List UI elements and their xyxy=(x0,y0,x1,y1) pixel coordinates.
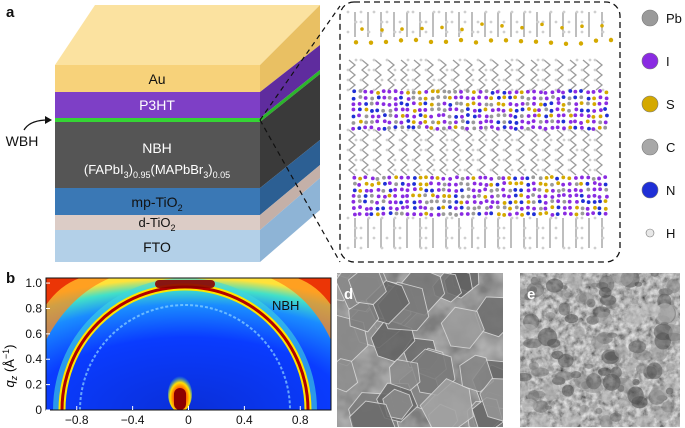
mptio2-front xyxy=(55,188,260,215)
nbh-label: NBH xyxy=(142,140,172,156)
giwaxs-plot: 0 0.2 0.4 0.6 0.8 1.0 −0.8 −0.4 0 0.4 0.8 NBH qz (… xyxy=(1,276,332,427)
y-tick-label: 0 xyxy=(35,403,42,417)
wbh-label: WBH xyxy=(6,133,39,149)
legend-label-c: C xyxy=(666,140,675,155)
x-tick-label: 0 xyxy=(185,413,192,427)
legend-label-s: S xyxy=(666,97,675,112)
wbh-front xyxy=(55,118,260,122)
legend-label-h: H xyxy=(666,226,675,241)
y-tick-label: 0.4 xyxy=(25,352,42,366)
device-stack-diagram: Au P3HT NBH (FAPbI3)0.95(MAPbBr3)0.05 mp… xyxy=(6,1,682,263)
y-tick-label: 0.6 xyxy=(25,327,42,341)
legend-swatch-n xyxy=(641,181,659,199)
wbh-side-face xyxy=(260,70,320,122)
nbh-front xyxy=(55,122,260,188)
au-front xyxy=(55,65,260,92)
mptio2-side-face xyxy=(260,140,320,215)
dtio2-side-face xyxy=(260,165,320,230)
crystal-structure-drawing xyxy=(346,10,614,250)
p3ht-side-face xyxy=(260,45,320,118)
x-tick-label: −0.8 xyxy=(65,413,89,427)
x-tick-label: −0.4 xyxy=(121,413,145,427)
legend-label-i: I xyxy=(666,54,670,69)
p3ht-label: P3HT xyxy=(139,97,175,113)
au-label: Au xyxy=(148,71,165,87)
sem-image-e xyxy=(520,273,680,427)
zoom-line-bottom xyxy=(259,119,341,263)
mptio2-label: mp-TiO2 xyxy=(131,194,182,213)
x-tick-label: 0.8 xyxy=(292,413,309,427)
element-legend: Pb I S C N H xyxy=(641,9,682,241)
legend-swatch-c xyxy=(641,138,659,156)
x-tick-label: 0.4 xyxy=(236,413,253,427)
legend-label-pb: Pb xyxy=(666,11,682,26)
nbh-annotation: NBH xyxy=(272,298,299,313)
panel-b-letter: b xyxy=(6,270,16,287)
crystal-structure-box xyxy=(339,1,621,263)
nbh-formula: (FAPbI3)0.95(MAPbBr3)0.05 xyxy=(84,162,230,180)
giwaxs-axes-ticks: 0 0.2 0.4 0.6 0.8 1.0 −0.8 −0.4 0 0.4 0.8 xyxy=(25,276,309,427)
panel-a-letter: a xyxy=(6,4,15,21)
panel-d-letter: d xyxy=(344,286,354,303)
dtio2-label: d-TiO2 xyxy=(138,215,175,233)
sem-image-d xyxy=(337,273,503,427)
diffraction-ring-inner xyxy=(79,304,291,410)
wbh-arrow xyxy=(23,119,49,131)
wbh-arrowhead xyxy=(45,116,52,124)
dtio2-front xyxy=(55,215,260,230)
y-tick-label: 0.8 xyxy=(25,301,42,315)
p3ht-front xyxy=(55,92,260,118)
legend-swatch-h xyxy=(645,228,655,238)
fto-label: FTO xyxy=(143,239,171,255)
au-top-face xyxy=(55,5,320,65)
y-tick-label: 0.2 xyxy=(25,378,42,392)
panel-e-letter: e xyxy=(527,286,536,303)
legend-swatch-s xyxy=(641,95,659,113)
y-tick-label: 1.0 xyxy=(25,276,42,290)
au-side-face xyxy=(260,5,320,92)
y-axis-label: qz (Å−1) xyxy=(1,345,19,388)
legend-swatch-i xyxy=(641,52,659,70)
fto-front xyxy=(55,230,260,262)
legend-swatch-pb xyxy=(641,9,659,27)
nbh-side-face xyxy=(260,74,320,188)
legend-label-n: N xyxy=(666,183,675,198)
